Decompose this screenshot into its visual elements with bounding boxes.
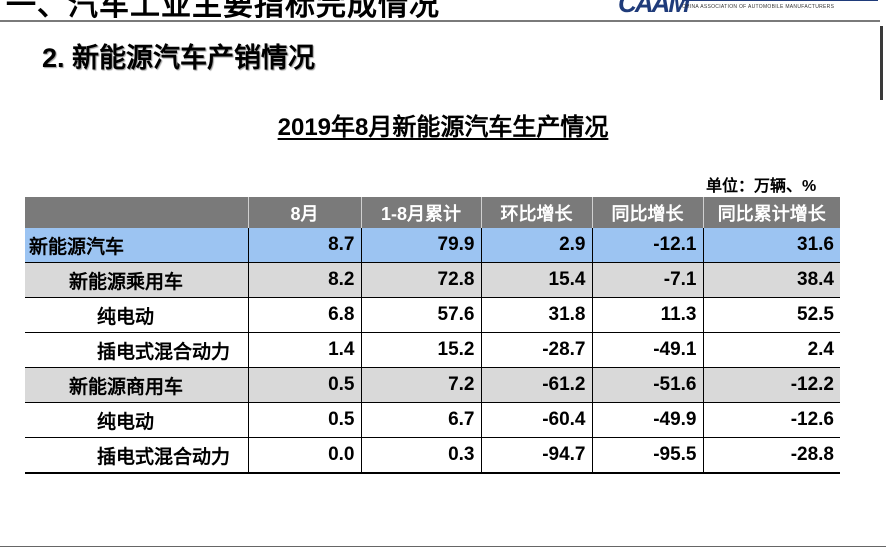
value-cell: 52.5: [703, 297, 840, 333]
value-cell: 79.9: [361, 228, 482, 263]
top-title: 一、汽车工业主要指标完成情况: [6, 0, 440, 22]
value-cell: 72.8: [361, 262, 482, 298]
value-cell: -49.1: [592, 332, 704, 368]
value-cell: -51.6: [592, 367, 704, 403]
value-cell: 31.8: [481, 297, 593, 333]
header-cell: 环比增长: [481, 197, 593, 228]
value-cell: 8.2: [248, 262, 362, 298]
table-row: 插电式混合动力 0.0 0.3 -94.7 -95.5 -28.8: [25, 437, 840, 474]
logo-underline: [682, 0, 878, 1]
value-cell: 11.3: [592, 297, 704, 333]
row-label: 插电式混合动力: [25, 332, 249, 368]
value-cell: -12.6: [703, 402, 840, 438]
value-cell: 38.4: [703, 262, 840, 298]
value-cell: 0.3: [361, 437, 482, 474]
logo-subtitle: CHINA ASSOCIATION OF AUTOMOBILE MANUFACT…: [682, 4, 835, 10]
value-cell: -94.7: [481, 437, 593, 474]
top-divider: [0, 20, 880, 22]
row-label: 插电式混合动力: [25, 437, 249, 474]
value-cell: -28.7: [481, 332, 593, 368]
row-label: 纯电动: [25, 297, 249, 333]
value-cell: 31.6: [703, 228, 840, 263]
value-cell: 1.4: [248, 332, 362, 368]
table-row: 插电式混合动力 1.4 15.2 -28.7 -49.1 2.4: [25, 332, 840, 368]
header-cell: 同比增长: [592, 197, 704, 228]
row-label: 新能源乘用车: [25, 262, 249, 298]
value-cell: 6.8: [248, 297, 362, 333]
caam-logo: CAAM CHINA ASSOCIATION OF AUTOMOBILE MAN…: [618, 0, 880, 18]
value-cell: 57.6: [361, 297, 482, 333]
header-cell: [25, 197, 249, 228]
value-cell: 8.7: [248, 228, 362, 263]
table-header-row: 8月 1-8月累计 环比增长 同比增长 同比累计增长: [25, 197, 840, 228]
row-label: 新能源汽车: [25, 228, 249, 263]
value-cell: 0.5: [248, 367, 362, 403]
value-cell: -61.2: [481, 367, 593, 403]
value-cell: -12.2: [703, 367, 840, 403]
production-table: 8月 1-8月累计 环比增长 同比增长 同比累计增长 新能源汽车 8.7 79.9 2…: [25, 197, 840, 474]
value-cell: 15.4: [481, 262, 593, 298]
table-title: 2019年8月新能源汽车生产情况: [0, 107, 886, 142]
slide-edge-bar: [880, 26, 883, 100]
table-row: 纯电动 0.5 6.7 -60.4 -49.9 -12.6: [25, 402, 840, 438]
value-cell: 15.2: [361, 332, 482, 368]
bottom-divider: [0, 546, 886, 547]
logo-mark: CAAM: [618, 0, 690, 18]
section-title: 2. 新能源汽车产销情况: [42, 43, 316, 73]
value-cell: -28.8: [703, 437, 840, 474]
value-cell: 2.4: [703, 332, 840, 368]
unit-label: 单位：万辆、%: [706, 178, 817, 195]
value-cell: 2.9: [481, 228, 593, 263]
table-body: 新能源汽车 8.7 79.9 2.9 -12.1 31.6 新能源乘用车 8.2 72.8 15.…: [25, 228, 840, 474]
value-cell: -49.9: [592, 402, 704, 438]
header-cell: 8月: [248, 197, 362, 228]
value-cell: -12.1: [592, 228, 704, 263]
row-label: 新能源商用车: [25, 367, 249, 403]
table-row: 新能源商用车 0.5 7.2 -61.2 -51.6 -12.2: [25, 367, 840, 403]
value-cell: -60.4: [481, 402, 593, 438]
value-cell: -95.5: [592, 437, 704, 474]
table-row: 新能源汽车 8.7 79.9 2.9 -12.1 31.6: [25, 228, 840, 263]
table-title-text: 2019年8月新能源汽车生产情况: [277, 114, 609, 141]
header-cell: 1-8月累计: [361, 197, 482, 228]
value-cell: 7.2: [361, 367, 482, 403]
row-label: 纯电动: [25, 402, 249, 438]
table-row: 新能源乘用车 8.2 72.8 15.4 -7.1 38.4: [25, 262, 840, 298]
table-row: 纯电动 6.8 57.6 31.8 11.3 52.5: [25, 297, 840, 333]
value-cell: 0.5: [248, 402, 362, 438]
header-cell: 同比累计增长: [703, 197, 840, 228]
value-cell: 6.7: [361, 402, 482, 438]
value-cell: 0.0: [248, 437, 362, 474]
value-cell: -7.1: [592, 262, 704, 298]
